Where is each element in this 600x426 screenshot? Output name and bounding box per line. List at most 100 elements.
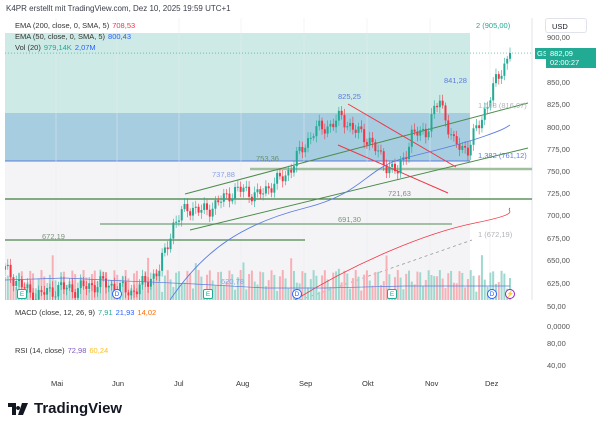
volume-bar [427, 270, 430, 300]
volume-bar [480, 255, 483, 300]
tradingview-logo[interactable]: TradingView [8, 400, 122, 417]
candle [458, 143, 461, 150]
candle [416, 131, 419, 136]
candle [385, 165, 388, 174]
dividend-icon[interactable]: D [112, 289, 122, 299]
candle [211, 208, 214, 217]
candle [71, 284, 74, 293]
candle [124, 281, 127, 293]
legend-volume[interactable]: Vol (20) 979,14K 2,07M [12, 43, 96, 52]
candle [85, 286, 88, 289]
legend-rsi[interactable]: RSI (14, close) 72,98 60,24 [12, 346, 108, 355]
volume-bar [438, 270, 441, 300]
candle [270, 188, 273, 193]
volume-bar [368, 280, 371, 300]
candle [480, 119, 483, 129]
candle [40, 290, 43, 293]
candle [287, 169, 290, 176]
earnings-icon[interactable]: E [17, 289, 27, 299]
candle [105, 278, 107, 288]
volume-bar [217, 272, 220, 300]
candle [189, 211, 192, 216]
legend-ema200[interactable]: EMA (200, close, 0, SMA, 5) 708,53 [12, 21, 135, 30]
volume-bar [346, 273, 349, 300]
candle [298, 146, 301, 151]
earnings-icon[interactable]: E [387, 289, 397, 299]
volume-bar [379, 284, 382, 300]
candle [29, 284, 32, 293]
volume-bar [351, 278, 354, 300]
legend-macd[interactable]: MACD (close, 12, 26, 9) 7,91 21,93 14,02 [12, 308, 156, 317]
price-label: 620,78 [221, 277, 244, 286]
candle [377, 150, 380, 152]
volume-bar [166, 270, 169, 300]
earnings-icon[interactable]: E [203, 289, 213, 299]
volume-bar [430, 274, 433, 300]
candle [158, 270, 161, 277]
dividend-icon[interactable]: D [487, 289, 497, 299]
candle [368, 137, 371, 145]
price-label: 825,25 [338, 92, 361, 101]
candle [464, 145, 467, 148]
axis-tick: 0,0000 [547, 322, 570, 331]
fib-label: 1,382 (761,12) [478, 151, 527, 160]
volume-bar [197, 270, 200, 300]
volume-bar [5, 277, 6, 300]
volume-bar [312, 270, 315, 300]
volume-bar [374, 272, 377, 300]
candle [93, 285, 96, 293]
volume-bar [163, 275, 166, 300]
volume-bar [242, 262, 245, 300]
axis-tick: 650,00 [547, 256, 570, 265]
candle [96, 287, 99, 293]
volume-bar [239, 270, 242, 300]
volume-bar [340, 282, 343, 300]
candle [107, 285, 110, 288]
fib-zone-lower [5, 113, 470, 161]
candle [18, 279, 21, 281]
volume-bar [307, 287, 309, 300]
candle [405, 157, 408, 160]
legend-label: EMA (200, close, 0, SMA, 5) [15, 21, 110, 30]
candle [419, 130, 422, 136]
volume-bar [102, 271, 105, 300]
candle [253, 192, 256, 202]
volume-bar [183, 282, 186, 300]
volume-bar [393, 277, 396, 300]
candle [180, 209, 183, 221]
volume-bar [309, 279, 312, 300]
volume-bar [371, 285, 374, 300]
candle [273, 183, 276, 193]
split-event-icon[interactable]: ⚡ [505, 289, 515, 299]
candle [32, 292, 35, 300]
candle [20, 279, 23, 288]
volume-bar [88, 289, 91, 300]
volume-bar [206, 274, 208, 300]
volume-bar [343, 270, 346, 300]
candle [74, 292, 77, 298]
axis-tick: 850,00 [547, 78, 570, 87]
candle [6, 264, 9, 267]
volume-bar [413, 284, 416, 300]
price-chart[interactable] [5, 18, 595, 300]
candle [82, 280, 85, 287]
fib-label: 1,618 (816,07) [478, 101, 527, 110]
volume-bar [337, 268, 340, 300]
candle [51, 287, 54, 297]
currency-label[interactable]: USD [545, 18, 587, 33]
dividend-icon[interactable]: D [292, 289, 302, 299]
volume-bar [452, 282, 455, 300]
candle [343, 115, 346, 128]
candle [15, 280, 18, 286]
volume-ma-line [5, 277, 510, 289]
legend-value: 21,93 [115, 308, 135, 317]
volume-bar [253, 281, 256, 300]
volume-bar [497, 282, 500, 300]
volume-bar [360, 290, 363, 300]
candle [486, 106, 489, 109]
volume-bar [509, 277, 511, 300]
volume-bar [194, 263, 197, 300]
legend-ema50[interactable]: EMA (50, close, 0, SMA, 5) 800,43 [12, 32, 131, 41]
candle [203, 203, 206, 210]
candle [427, 131, 430, 138]
